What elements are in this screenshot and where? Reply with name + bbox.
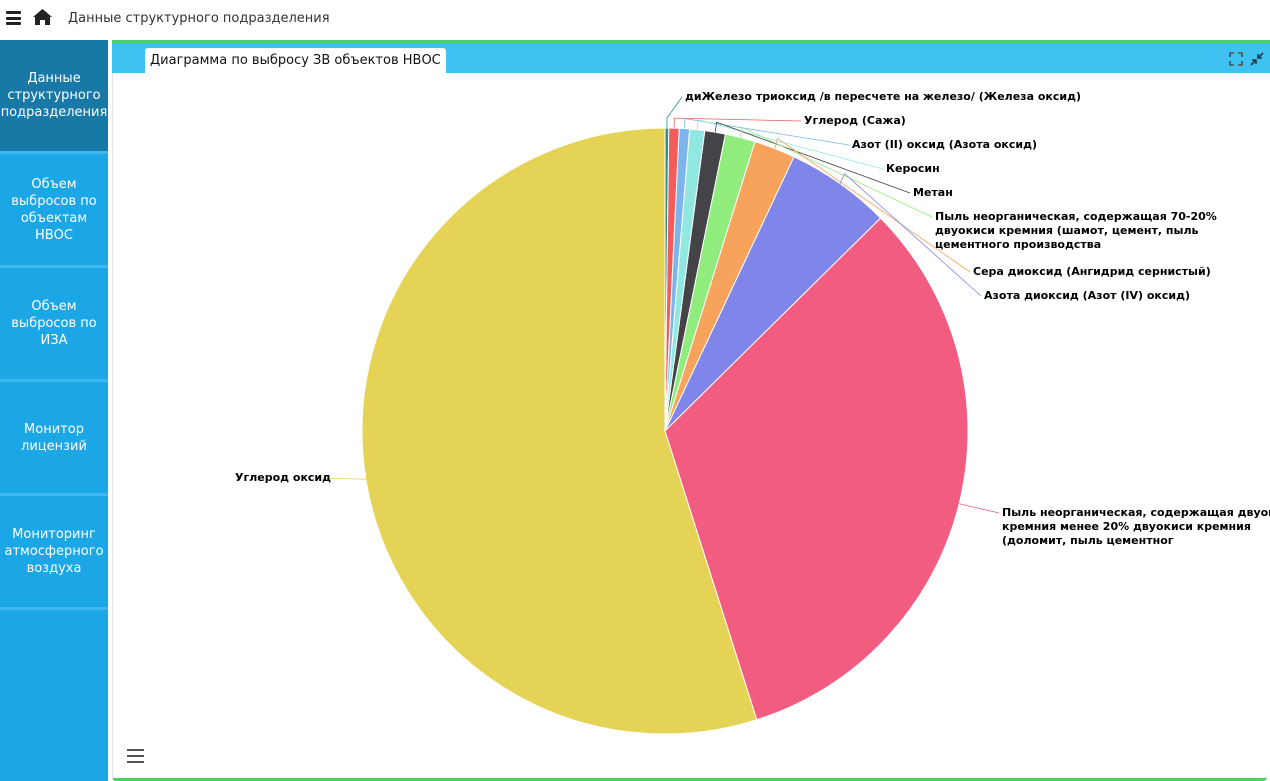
pie-data-label: (доломит, пыль цементног bbox=[1002, 534, 1174, 547]
chart-panel: Диаграмма по выбросу ЗВ объектов НВОС ди… bbox=[112, 40, 1270, 781]
pie-data-label: Пыль неорганическая, содержащая 70-20% bbox=[935, 210, 1217, 223]
pie-connector-line bbox=[696, 119, 884, 170]
pie-data-label: Углерод оксид bbox=[235, 471, 331, 484]
pie-connector-line bbox=[666, 96, 683, 129]
home-icon[interactable] bbox=[32, 8, 53, 26]
pie-connector-line bbox=[774, 137, 971, 273]
chart-area: диЖелезо триоксид /в пересчете на железо… bbox=[112, 73, 1270, 781]
pie-data-label: кремния менее 20% двуокиси кремния bbox=[1002, 520, 1251, 533]
sidebar-item-label: Монитор лицензий bbox=[21, 421, 87, 454]
sidebar-item-nvos-emissions[interactable]: Объем выбросов по объектам НВОС bbox=[0, 154, 108, 268]
sidebar-item-air-monitoring[interactable]: Мониторинг атмосферного воздуха bbox=[0, 496, 108, 610]
pie-connector-line bbox=[959, 503, 1000, 514]
sidebar-item-label: Данные структурного подразделения bbox=[0, 71, 108, 120]
pie-connector-line bbox=[320, 477, 374, 480]
sidebar-item-license-monitor[interactable]: Монитор лицензий bbox=[0, 382, 108, 496]
pie-slice[interactable] bbox=[664, 217, 969, 721]
tab-emissions-chart[interactable]: Диаграмма по выбросу ЗВ объектов НВОС bbox=[145, 48, 446, 76]
pie-connector-line bbox=[714, 121, 911, 194]
pie-connector-line bbox=[739, 126, 933, 218]
chart-menu-icon[interactable] bbox=[127, 749, 144, 767]
pie-data-label: Сера диоксид (Ангидрид сернистый) bbox=[973, 265, 1211, 278]
pie-connector-line bbox=[684, 118, 850, 146]
pie-data-label: цементного производства bbox=[935, 238, 1101, 251]
sidebar-item-label: Объем выбросов по ИЗА bbox=[11, 299, 97, 348]
sidebar-item-iza-emissions[interactable]: Объем выбросов по ИЗА bbox=[0, 268, 108, 382]
panel-header: Диаграмма по выбросу ЗВ объектов НВОС bbox=[112, 43, 1270, 76]
pie-data-label: диЖелезо триоксид /в пересчете на железо… bbox=[685, 90, 1081, 103]
pie-data-label: Пыль неорганическая, содержащая двуокись bbox=[1002, 506, 1270, 519]
sidebar-item-label: Объем выбросов по объектам НВОС bbox=[11, 176, 97, 243]
pie-data-label: Метан bbox=[913, 186, 953, 199]
pie-data-label: двуокиси кремния (шамот, цемент, пыль bbox=[935, 224, 1199, 237]
fullscreen-icon[interactable] bbox=[1229, 52, 1243, 66]
top-bar: Данные структурного подразделения bbox=[0, 0, 1270, 40]
pie-data-label: Керосин bbox=[886, 162, 940, 175]
pie-data-label: Углерод (Сажа) bbox=[804, 114, 906, 127]
collapse-icon[interactable] bbox=[1250, 52, 1264, 66]
sidebar-item-label: Мониторинг атмосферного воздуха bbox=[4, 527, 104, 576]
hamburger-menu-icon[interactable] bbox=[6, 11, 21, 25]
pie-data-label: Азот (II) оксид (Азота оксид) bbox=[852, 138, 1037, 151]
sidebar: Данные структурного подразделения Объем … bbox=[0, 40, 108, 781]
sidebar-item-unit-data[interactable]: Данные структурного подразделения bbox=[0, 40, 108, 154]
pie-connector-line bbox=[839, 172, 982, 297]
pie-connector-line bbox=[673, 117, 802, 129]
page-title: Данные структурного подразделения bbox=[68, 11, 330, 26]
pie-data-label: Азота диоксид (Азот (IV) оксид) bbox=[984, 289, 1190, 302]
